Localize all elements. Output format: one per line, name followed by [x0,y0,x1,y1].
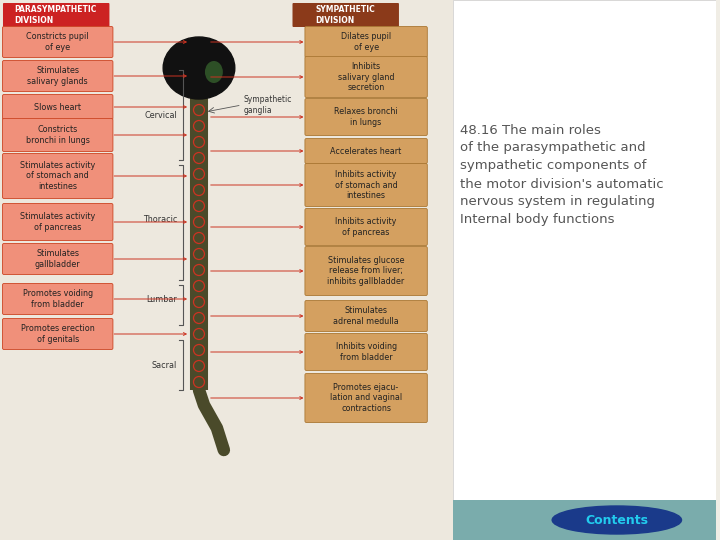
Text: Dilates pupil
of eye: Dilates pupil of eye [341,32,391,52]
FancyBboxPatch shape [305,138,427,164]
FancyBboxPatch shape [453,500,716,540]
FancyBboxPatch shape [2,284,113,314]
Text: Sacral: Sacral [152,361,177,369]
Text: Stimulates
salivary glands: Stimulates salivary glands [27,66,88,86]
Text: Lumbar: Lumbar [146,295,177,305]
FancyBboxPatch shape [305,98,427,136]
Text: Stimulates activity
of stomach and
intestines: Stimulates activity of stomach and intes… [20,161,95,191]
FancyBboxPatch shape [305,208,427,246]
Ellipse shape [552,506,682,534]
FancyBboxPatch shape [2,94,113,119]
Text: Relaxes bronchi
in lungs: Relaxes bronchi in lungs [334,107,398,127]
FancyBboxPatch shape [2,153,113,199]
Text: 48.16 The main roles
of the parasympathetic and
sympathetic components of
the mo: 48.16 The main roles of the parasympathe… [459,124,663,226]
FancyBboxPatch shape [2,26,113,57]
Text: Inhibits activity
of stomach and
intestines: Inhibits activity of stomach and intesti… [335,170,397,200]
FancyBboxPatch shape [305,300,427,332]
Text: Promotes erection
of genitals: Promotes erection of genitals [21,325,94,343]
Text: Inhibits voiding
from bladder: Inhibits voiding from bladder [336,342,397,362]
Text: Stimulates
gallbladder: Stimulates gallbladder [35,249,81,269]
FancyBboxPatch shape [2,118,113,152]
Text: Promotes ejacu-
lation and vaginal
contractions: Promotes ejacu- lation and vaginal contr… [330,383,402,413]
FancyBboxPatch shape [305,246,427,295]
Text: Promotes voiding
from bladder: Promotes voiding from bladder [22,289,93,309]
Text: Slows heart: Slows heart [35,103,81,111]
Text: PARASYMPATHETIC
DIVISION: PARASYMPATHETIC DIVISION [14,5,97,25]
FancyBboxPatch shape [305,26,427,57]
Text: Stimulates activity
of pancreas: Stimulates activity of pancreas [20,212,95,232]
FancyBboxPatch shape [305,164,427,206]
FancyBboxPatch shape [2,204,113,240]
Text: Contents: Contents [585,514,648,526]
Text: SYMPATHETIC
DIVISION: SYMPATHETIC DIVISION [315,5,375,25]
Text: Inhibits activity
of pancreas: Inhibits activity of pancreas [336,217,397,237]
Text: Sympathetic
ganglia: Sympathetic ganglia [244,95,292,114]
Text: Constricts pupil
of eye: Constricts pupil of eye [27,32,89,52]
FancyBboxPatch shape [453,0,716,540]
Text: Accelerates heart: Accelerates heart [330,146,402,156]
Text: Inhibits
salivary gland
secretion: Inhibits salivary gland secretion [338,62,395,92]
FancyBboxPatch shape [305,334,427,370]
Text: Stimulates glucose
release from liver;
inhibits gallbladder: Stimulates glucose release from liver; i… [328,256,405,286]
FancyBboxPatch shape [2,319,113,349]
Text: Constricts
bronchi in lungs: Constricts bronchi in lungs [26,125,90,145]
FancyBboxPatch shape [2,244,113,274]
Ellipse shape [163,37,235,99]
Ellipse shape [205,61,223,83]
FancyBboxPatch shape [305,57,427,98]
Text: Thoracic: Thoracic [143,215,177,225]
FancyBboxPatch shape [0,0,453,540]
FancyBboxPatch shape [305,374,427,422]
FancyBboxPatch shape [2,60,113,91]
Text: Cervical: Cervical [144,111,177,119]
FancyBboxPatch shape [292,3,399,27]
FancyBboxPatch shape [3,3,109,27]
Text: Stimulates
adrenal medulla: Stimulates adrenal medulla [333,306,399,326]
